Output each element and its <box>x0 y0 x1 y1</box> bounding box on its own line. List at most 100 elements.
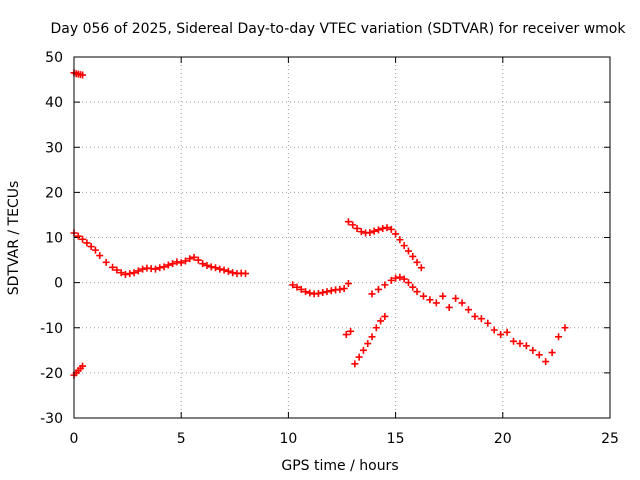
data-point <box>109 263 117 271</box>
data-point <box>344 280 352 288</box>
data-point <box>319 289 327 297</box>
y-axis-label: SDTVAR / TECUs <box>6 181 22 296</box>
data-point <box>83 239 91 247</box>
data-point <box>186 255 194 263</box>
series-afternoon-upper <box>344 218 425 272</box>
data-point <box>368 290 376 298</box>
data-point <box>392 230 400 238</box>
data-point <box>490 326 498 334</box>
data-point <box>297 285 305 293</box>
data-point <box>400 242 408 250</box>
series-morning <box>70 229 250 279</box>
data-point <box>151 265 159 273</box>
y-tick-label: 0 <box>54 276 63 292</box>
data-point <box>381 281 389 289</box>
data-point <box>392 274 400 282</box>
data-point <box>74 232 82 240</box>
data-point <box>306 289 314 297</box>
data-point <box>357 228 365 236</box>
data-point <box>340 284 348 292</box>
data-point <box>426 296 434 304</box>
y-tick-label: 50 <box>45 50 63 66</box>
data-point <box>374 226 382 234</box>
data-point <box>400 275 408 283</box>
y-tick-label: 20 <box>45 185 63 201</box>
data-point <box>113 266 121 274</box>
data-point <box>207 263 215 271</box>
data-point <box>419 292 427 300</box>
data-point <box>404 247 412 255</box>
data-point <box>497 331 505 339</box>
data-point <box>370 227 378 235</box>
x-tick-labels: 0 5 10 15 20 25 <box>70 431 619 447</box>
data-point <box>229 269 237 277</box>
data-point <box>471 312 479 320</box>
data-point <box>302 288 310 296</box>
data-point <box>79 71 87 79</box>
data-point <box>364 340 372 348</box>
data-point <box>139 265 147 273</box>
data-point <box>91 246 99 254</box>
data-point <box>484 319 492 327</box>
data-point <box>396 236 404 244</box>
data-point <box>445 303 453 311</box>
series-early-high <box>70 69 87 79</box>
data-point <box>336 285 344 293</box>
data-point <box>372 324 380 332</box>
y-tick-labels: -30 -20 -10 0 10 20 30 40 50 <box>40 50 63 427</box>
data-point <box>242 270 250 278</box>
series-early-low <box>70 362 87 379</box>
x-tick-label: 25 <box>601 431 619 447</box>
data-point <box>126 270 134 278</box>
x-tick-label: 10 <box>279 431 297 447</box>
data-point <box>156 264 164 272</box>
plot-frame <box>73 56 611 419</box>
data-point <box>344 218 352 226</box>
data-point <box>477 315 485 323</box>
data-point <box>190 253 198 261</box>
data-point <box>503 328 511 336</box>
data-point <box>224 267 232 275</box>
y-tick-label: -10 <box>40 321 63 337</box>
data-point <box>87 243 95 251</box>
data-point <box>212 264 220 272</box>
data-point <box>353 224 361 232</box>
data-point <box>355 353 363 361</box>
data-point <box>381 312 389 320</box>
y-tick-label: -20 <box>40 366 63 382</box>
data-point <box>359 346 367 354</box>
data-point <box>396 273 404 281</box>
data-point <box>548 349 556 357</box>
data-point <box>366 229 374 237</box>
data-point <box>368 333 376 341</box>
data-point <box>387 276 395 284</box>
data-point <box>194 256 202 264</box>
data-point <box>102 258 110 266</box>
data-point <box>417 264 425 272</box>
data-point <box>432 299 440 307</box>
data-point <box>177 259 185 267</box>
data-point <box>387 225 395 233</box>
data-point <box>409 252 417 260</box>
data-point <box>289 281 297 289</box>
data-point <box>510 337 518 345</box>
data-point <box>169 260 177 268</box>
data-point <box>96 252 104 260</box>
data-point <box>79 235 87 243</box>
data-point <box>383 224 391 232</box>
data-point <box>79 362 87 370</box>
data-point <box>351 360 359 368</box>
data-point <box>121 271 129 279</box>
data-point <box>458 299 466 307</box>
series-evening <box>368 273 569 366</box>
y-tick-label: 10 <box>45 231 63 247</box>
data-point <box>542 358 550 366</box>
x-tick-label: 15 <box>387 431 405 447</box>
x-tick-label: 5 <box>177 431 186 447</box>
data-point <box>413 258 421 266</box>
data-point <box>216 265 224 273</box>
data-point <box>516 340 524 348</box>
data-point <box>464 306 472 314</box>
y-tick-label: 30 <box>45 140 63 156</box>
